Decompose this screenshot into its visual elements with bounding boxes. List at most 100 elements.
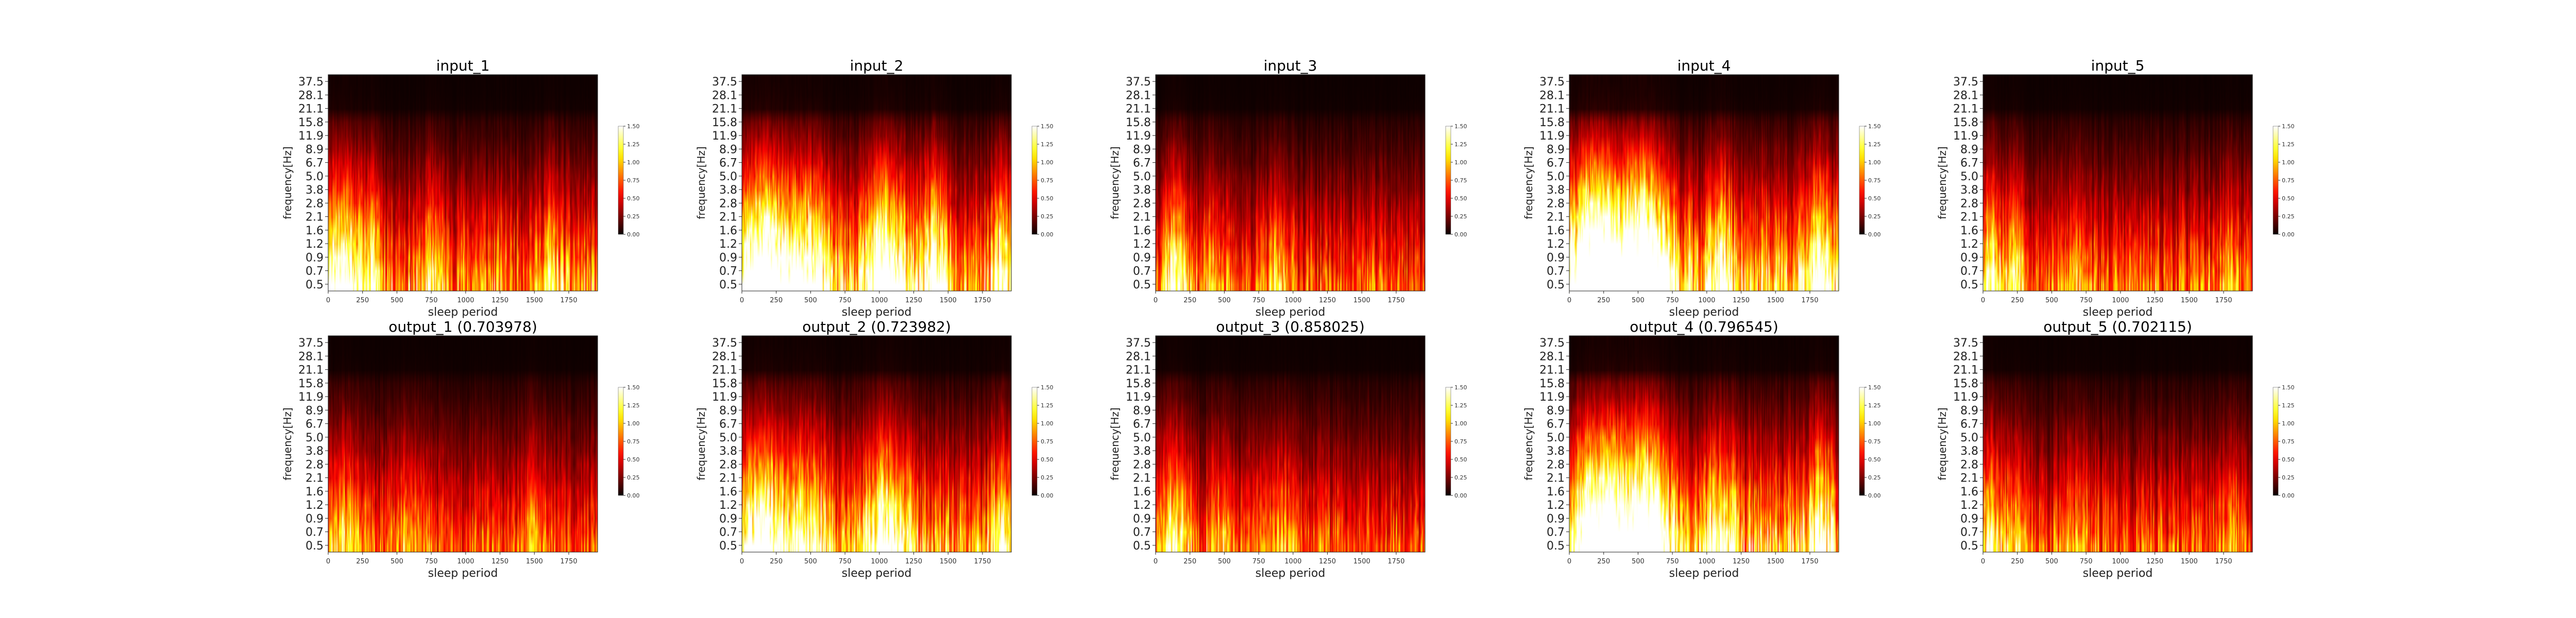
y-tick-label: 1.2 — [306, 499, 324, 512]
x-tick-label: 0 — [1154, 558, 1158, 565]
x-tick-label: 750 — [425, 558, 438, 565]
x-tick-label: 1250 — [1319, 297, 1336, 304]
y-tick-label: 2.1 — [1547, 211, 1565, 224]
axes-frame — [741, 335, 1012, 553]
colorbar-tick-label: 0.25 — [1041, 474, 1054, 481]
colorbar — [1445, 387, 1451, 496]
x-tick-label: 1500 — [526, 558, 543, 565]
y-tick-label: 21.1 — [1539, 103, 1565, 116]
colorbar-tick-label: 0.25 — [627, 474, 640, 481]
colorbar-tick-label: 1.00 — [627, 420, 640, 427]
y-tick-label: 1.6 — [719, 486, 737, 499]
y-tick-label: 15.8 — [1539, 377, 1565, 390]
colorbar-tick-label: 0.50 — [1454, 195, 1467, 202]
y-axis-label: frequency[Hz] — [1522, 407, 1535, 480]
colorbar-tick-label: 1.25 — [1454, 402, 1467, 409]
y-tick-label: 15.8 — [712, 116, 737, 129]
x-tick-label: 1250 — [905, 558, 922, 565]
x-tick-label: 750 — [2080, 558, 2093, 565]
y-tick-label: 1.6 — [1960, 225, 1978, 237]
x-tick-label: 1750 — [2215, 558, 2232, 565]
x-tick-label: 250 — [1183, 558, 1196, 565]
colorbar-tick-label: 0.75 — [1041, 177, 1054, 184]
y-tick-label: 8.9 — [1547, 404, 1565, 417]
y-tick-label: 28.1 — [712, 89, 737, 102]
colorbar-tick-label: 0.75 — [2282, 177, 2295, 184]
x-tick-label: 0 — [1567, 558, 1571, 565]
y-tick-label: 3.8 — [1547, 445, 1565, 458]
y-tick-label: 2.1 — [1133, 472, 1151, 485]
x-tick-label: 1250 — [1733, 297, 1750, 304]
spectrogram-heatmap — [1156, 336, 1425, 552]
colorbar-tick-label: 0.00 — [1041, 492, 1054, 499]
x-tick-label: 750 — [1666, 297, 1679, 304]
colorbar-tick-label: 1.00 — [1868, 420, 1881, 427]
y-tick-label: 6.7 — [1547, 157, 1565, 170]
y-axis-label: frequency[Hz] — [281, 407, 294, 480]
colorbar-tick-label: 0.25 — [627, 213, 640, 220]
y-tick-label: 21.1 — [1953, 103, 1978, 116]
colorbar-tick-label: 1.25 — [627, 141, 640, 148]
y-tick-label: 0.9 — [1547, 512, 1565, 525]
y-tick-label: 3.8 — [719, 445, 737, 458]
y-tick-label: 8.9 — [306, 143, 324, 156]
x-tick-label: 1000 — [457, 297, 474, 304]
colorbar-tick-label: 0.75 — [1454, 177, 1467, 184]
y-tick-label: 28.1 — [1126, 89, 1151, 102]
spectrogram-heatmap — [742, 336, 1011, 552]
x-tick-label: 1250 — [1733, 558, 1750, 565]
colorbar-tick-label: 0.75 — [1041, 438, 1054, 445]
y-tick-label: 0.7 — [1547, 265, 1565, 278]
y-tick-label: 8.9 — [1547, 143, 1565, 156]
colorbar-tick-label: 1.50 — [1868, 123, 1881, 130]
axes-frame — [328, 335, 598, 553]
colorbar-tick-label: 0.75 — [1868, 177, 1881, 184]
y-tick-label: 28.1 — [712, 350, 737, 363]
y-tick-label: 37.5 — [1126, 76, 1151, 89]
chart-title: input_5 — [2091, 57, 2145, 74]
colorbar-tick-label: 0.50 — [1041, 456, 1054, 463]
colorbar-tick-label: 0.75 — [1868, 438, 1881, 445]
spectrogram-heatmap — [1569, 75, 1839, 291]
y-tick-label: 2.1 — [306, 211, 324, 224]
colorbar-tick-label: 1.25 — [627, 402, 640, 409]
y-tick-label: 0.9 — [719, 512, 737, 525]
y-tick-label: 5.0 — [1960, 432, 1978, 444]
chart-title: input_3 — [1264, 57, 1317, 74]
x-tick-label: 250 — [2011, 297, 2024, 304]
x-tick-label: 1000 — [871, 297, 888, 304]
y-tick-label: 2.1 — [1547, 472, 1565, 485]
colorbar-tick-label: 1.00 — [1454, 159, 1467, 166]
x-tick-label: 750 — [839, 297, 852, 304]
x-axis-label: sleep period — [1256, 567, 1326, 580]
y-tick-label: 28.1 — [1539, 89, 1565, 102]
y-tick-label: 3.8 — [1133, 445, 1151, 458]
axes-frame — [1155, 74, 1426, 291]
x-tick-label: 500 — [1218, 558, 1231, 565]
y-tick-label: 0.5 — [1133, 540, 1151, 553]
y-tick-label: 15.8 — [298, 116, 324, 129]
y-tick-label: 1.2 — [719, 238, 737, 251]
y-tick-label: 3.8 — [1960, 184, 1978, 197]
colorbar-tick-label: 0.00 — [1868, 492, 1881, 499]
x-axis-label: sleep period — [2083, 306, 2153, 319]
y-tick-label: 21.1 — [1126, 103, 1151, 116]
y-tick-label: 5.0 — [1133, 432, 1151, 444]
y-tick-label: 2.8 — [1133, 197, 1151, 210]
y-tick-label: 2.8 — [1547, 197, 1565, 210]
y-axis-label: frequency[Hz] — [695, 407, 707, 480]
colorbar-tick-label: 0.00 — [627, 231, 640, 238]
y-tick-label: 0.9 — [306, 251, 324, 264]
x-tick-label: 250 — [1597, 558, 1610, 565]
y-tick-label: 21.1 — [1539, 364, 1565, 377]
y-tick-label: 0.9 — [1960, 512, 1978, 525]
spectrogram-panel-8: output_3 (0.858025) 0.50.70.91.21.62.12.8… — [1109, 318, 1467, 580]
y-tick-label: 6.7 — [1133, 418, 1151, 431]
y-tick-label: 2.8 — [719, 197, 737, 210]
y-tick-label: 5.0 — [719, 170, 737, 183]
y-tick-label: 3.8 — [1133, 184, 1151, 197]
x-tick-label: 250 — [356, 558, 369, 565]
x-tick-label: 500 — [391, 297, 403, 304]
axes-frame — [1982, 335, 2253, 553]
x-tick-label: 0 — [326, 297, 330, 304]
